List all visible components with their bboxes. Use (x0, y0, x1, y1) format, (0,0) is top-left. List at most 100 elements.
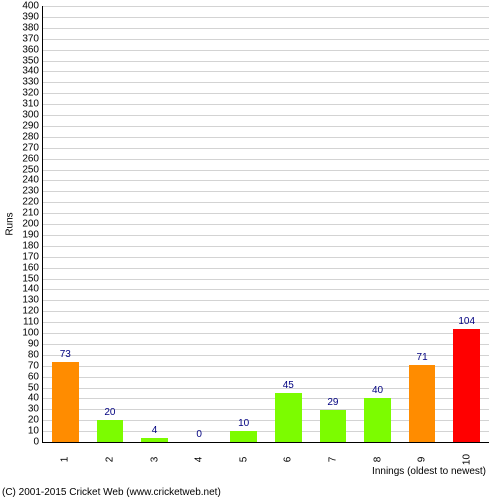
ytick-label: 340 (22, 66, 43, 77)
bar (409, 365, 436, 442)
ytick-label: 390 (22, 11, 43, 22)
gridline (43, 322, 489, 323)
ytick-label: 400 (22, 1, 43, 12)
ytick-label: 200 (22, 219, 43, 230)
ytick-label: 150 (22, 273, 43, 284)
gridline (43, 279, 489, 280)
bar (320, 410, 347, 442)
gridline (43, 159, 489, 160)
gridline (43, 180, 489, 181)
gridline (43, 50, 489, 51)
ytick-label: 310 (22, 99, 43, 110)
gridline (43, 246, 489, 247)
xtick-label: 3 (149, 457, 160, 463)
copyright-text: (C) 2001-2015 Cricket Web (www.cricketwe… (2, 487, 221, 498)
chart-container: 0102030405060708090100110120130140150160… (0, 0, 500, 500)
bar-value-label: 40 (372, 385, 383, 396)
ytick-label: 90 (28, 338, 43, 349)
gridline (43, 213, 489, 214)
gridline (43, 170, 489, 171)
ytick-label: 280 (22, 131, 43, 142)
bar (97, 420, 124, 442)
y-axis-label: Runs (5, 212, 16, 235)
bar (230, 431, 257, 442)
bar-value-label: 104 (458, 316, 475, 327)
gridline (43, 115, 489, 116)
ytick-label: 250 (22, 164, 43, 175)
ytick-label: 230 (22, 186, 43, 197)
ytick-label: 370 (22, 33, 43, 44)
gridline (43, 61, 489, 62)
ytick-label: 210 (22, 208, 43, 219)
ytick-label: 110 (23, 317, 43, 328)
bar-value-label: 10 (238, 418, 249, 429)
xtick-label: 7 (327, 457, 338, 463)
gridline (43, 17, 489, 18)
plot-area: 0102030405060708090100110120130140150160… (42, 6, 489, 443)
gridline (43, 104, 489, 105)
ytick-label: 40 (28, 393, 43, 404)
ytick-label: 30 (28, 404, 43, 415)
ytick-label: 160 (22, 262, 43, 273)
gridline (43, 191, 489, 192)
bar-value-label: 4 (152, 425, 158, 436)
ytick-label: 220 (22, 197, 43, 208)
gridline (43, 148, 489, 149)
x-axis-label: Innings (oldest to newest) (372, 466, 486, 477)
bar (52, 362, 79, 442)
xtick-label: 8 (372, 457, 383, 463)
ytick-label: 80 (28, 349, 43, 360)
xtick-label: 6 (283, 457, 294, 463)
gridline (43, 39, 489, 40)
gridline (43, 300, 489, 301)
bar-value-label: 73 (60, 349, 71, 360)
gridline (43, 93, 489, 94)
ytick-label: 170 (22, 251, 43, 262)
gridline (43, 28, 489, 29)
xtick-label: 1 (60, 457, 71, 463)
gridline (43, 137, 489, 138)
ytick-label: 140 (22, 284, 43, 295)
gridline (43, 289, 489, 290)
gridline (43, 126, 489, 127)
ytick-label: 20 (28, 415, 43, 426)
ytick-label: 50 (28, 382, 43, 393)
xtick-label: 4 (194, 457, 205, 463)
gridline (43, 82, 489, 83)
ytick-label: 360 (22, 44, 43, 55)
ytick-label: 270 (22, 142, 43, 153)
ytick-label: 60 (28, 371, 43, 382)
xtick-label: 10 (461, 454, 472, 465)
bar (364, 398, 391, 442)
ytick-label: 0 (33, 437, 43, 448)
ytick-label: 290 (22, 120, 43, 131)
bar-value-label: 71 (417, 352, 428, 363)
bar (141, 438, 168, 442)
gridline (43, 311, 489, 312)
gridline (43, 257, 489, 258)
bar-value-label: 45 (283, 380, 294, 391)
xtick-label: 5 (238, 457, 249, 463)
ytick-label: 240 (22, 175, 43, 186)
bar (275, 393, 302, 442)
ytick-label: 350 (22, 55, 43, 66)
ytick-label: 120 (22, 306, 43, 317)
ytick-label: 330 (22, 77, 43, 88)
gridline (43, 202, 489, 203)
ytick-label: 10 (28, 426, 43, 437)
gridline (43, 235, 489, 236)
gridline (43, 268, 489, 269)
ytick-label: 320 (22, 88, 43, 99)
ytick-label: 190 (22, 229, 43, 240)
bar-value-label: 29 (327, 397, 338, 408)
gridline (43, 71, 489, 72)
bar-value-label: 20 (104, 407, 115, 418)
bar-value-label: 0 (196, 429, 202, 440)
ytick-label: 380 (22, 22, 43, 33)
bar (453, 329, 480, 442)
ytick-label: 300 (22, 110, 43, 121)
gridline (43, 333, 489, 334)
ytick-label: 180 (22, 240, 43, 251)
gridline (43, 344, 489, 345)
xtick-label: 9 (417, 457, 428, 463)
